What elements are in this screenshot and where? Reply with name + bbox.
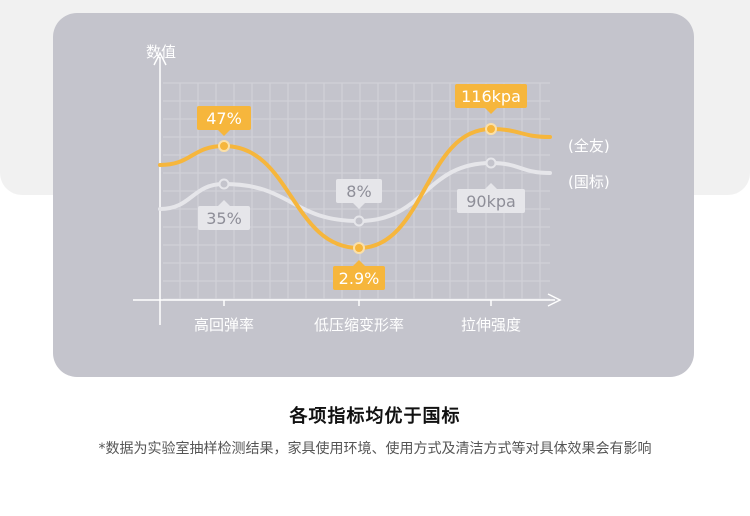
y-axis-label: 数值 xyxy=(146,43,176,61)
x-axis-arrow xyxy=(547,293,562,307)
series-name-guobiao: (国标) xyxy=(568,173,610,191)
label-quanyou-0: 47% xyxy=(197,106,251,136)
data-label: 47% xyxy=(206,109,242,128)
label-box xyxy=(457,189,525,213)
label-quanyou-2: 116kpa xyxy=(455,84,527,114)
label-box xyxy=(336,179,382,203)
data-point-quanyou xyxy=(485,123,497,135)
data-label: 2.9% xyxy=(339,269,380,288)
label-guobiao-2: 90kpa xyxy=(457,183,525,213)
data-point-quanyou xyxy=(353,242,365,254)
data-point-guobiao xyxy=(353,215,365,227)
label-tail xyxy=(353,260,365,266)
label-quanyou-1: 2.9% xyxy=(333,260,385,290)
series-name-quanyou: (全友) xyxy=(568,137,610,155)
label-tail xyxy=(485,183,497,189)
footnote: *数据为实验室抽样检测结果，家具使用环境、使用方式及清洁方式等对具体效果会有影响 xyxy=(98,441,652,457)
label-box xyxy=(455,84,527,108)
y-axis-arrow xyxy=(153,51,167,66)
headline: 各项指标均优于国标 xyxy=(289,406,461,427)
x-tick-label: 拉伸强度 xyxy=(461,316,521,334)
label-guobiao-0: 35% xyxy=(198,200,250,230)
label-tail xyxy=(485,108,497,114)
data-label: 116kpa xyxy=(461,87,521,106)
label-box xyxy=(333,266,385,290)
label-tail xyxy=(353,203,365,209)
x-tick-label: 低压缩变形率 xyxy=(314,316,404,334)
label-box xyxy=(198,206,250,230)
data-point-guobiao xyxy=(218,178,230,190)
data-point-guobiao xyxy=(485,157,497,169)
label-box xyxy=(197,106,251,130)
label-tail xyxy=(218,130,230,136)
data-point-quanyou xyxy=(218,140,230,152)
data-label: 8% xyxy=(346,182,371,201)
x-tick-label: 高回弹率 xyxy=(194,316,254,334)
label-guobiao-1: 8% xyxy=(336,179,382,209)
data-label: 90kpa xyxy=(466,192,516,211)
label-tail xyxy=(218,200,230,206)
chart-panel: 数值高回弹率 低压缩变形率 拉伸强度 47% 2.9% 116kpa 35% 8% 90kpa (… xyxy=(53,13,694,377)
data-label: 35% xyxy=(206,209,242,228)
